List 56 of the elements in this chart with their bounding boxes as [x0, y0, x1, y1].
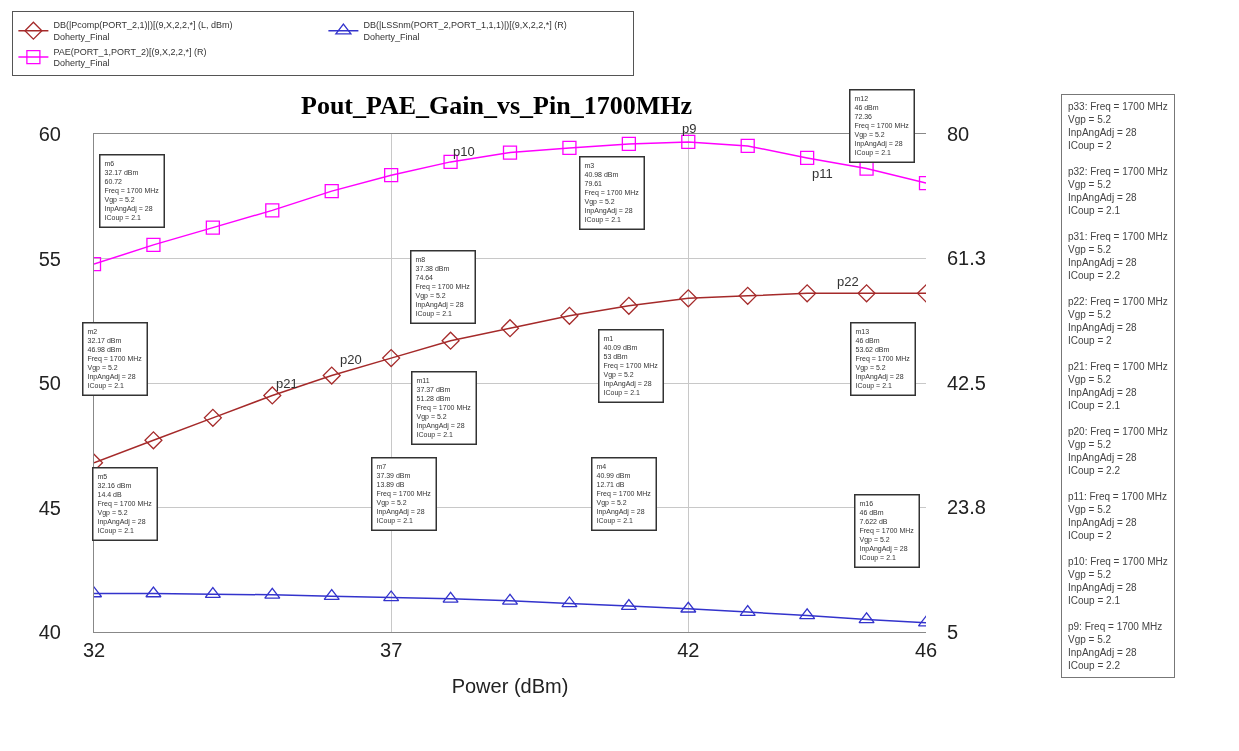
legend-label: DB(|LSSnm(PORT_2,PORT_1,1,1)|)[(9,X,2,2,*] (R) Doherty_Final [363, 20, 567, 43]
y-tick-label: 40 [38, 621, 61, 643]
point [562, 140, 577, 156]
y-tick-label: 60 [38, 123, 61, 145]
legend-label: DB(|Pcomp(PORT_2,1)|)[(9,X,2,2,*] (L, dBm) Doherty_Final [53, 20, 233, 43]
x-tick-label: 46 [914, 639, 938, 661]
point [322, 366, 341, 385]
point [858, 612, 875, 624]
point [857, 284, 876, 303]
point [383, 168, 399, 183]
point [323, 588, 340, 601]
annotation: p20 [340, 352, 362, 367]
x-tick-label: 32 [82, 639, 106, 661]
y-tick-label: 50 [38, 372, 61, 394]
y2-tick-label: 61.3 [947, 247, 986, 270]
point [145, 586, 162, 598]
point [144, 431, 163, 450]
point [502, 145, 518, 160]
y-tick-label: 45 [38, 496, 61, 519]
x-axis-title: Power (dBm) [451, 674, 569, 697]
point [265, 203, 280, 218]
point [500, 319, 520, 338]
chart-title: Pout_PAE_Gain_vs_Pin_1700MHz [301, 91, 692, 121]
point [203, 408, 222, 427]
point [560, 306, 579, 325]
point [146, 237, 161, 253]
point [679, 289, 698, 308]
point [324, 183, 339, 199]
y-tick-label: 55 [38, 247, 61, 270]
point [264, 587, 281, 599]
x-tick-label: 37 [380, 639, 403, 661]
point [382, 349, 401, 368]
point [619, 296, 638, 315]
point [738, 286, 757, 305]
annotation: p21 [276, 376, 298, 391]
point [739, 604, 756, 616]
y2-tick-label: 80 [947, 123, 970, 145]
point [740, 138, 755, 154]
text: p33: Freq = 1700 MHz Vgp = 5.2 InpAngAdj = 28 ICoup = 2 p32: Freq = 1700 MHz Vgp = 5.2 InpAngAdj = 28 ICoup = 2.1 p31: Freq = 1700 MHz Vgp = 5.2 InpAngAdj = 28 ICoup = 2.2 p22: Freq = 1700 MHz Vgp = 5.2 InpAngAdj = 28 ICoup = 2 p21: Freq = 1700 MHz Vgp = 5.2 InpAngAdj = 28 ICoup = 2.1 p20: Freq = 1700 MHz Vgp = 5.2 InpAngAdj = 28 ICoup = 2.2 p11: Freq = 1700 MHz Vgp = 5.2 InpAngAdj = 28 ICoup = 2 p10: Freq = 1700 MHz Vgp = 5.2 InpAngAdj = 28 ICoup = 2.1 p9: Freq = 1700 MHz Vgp = 5.2 InpAngAdj = 28 ICoup = 2.2 [1068, 101, 1168, 671]
annotation: p9 [682, 121, 697, 136]
x-tick-label: 42 [677, 639, 700, 661]
annotation: p10 [453, 144, 475, 159]
point [561, 596, 578, 608]
point [442, 591, 459, 603]
point [799, 150, 815, 166]
annotation: p22 [837, 274, 859, 289]
point [205, 220, 221, 235]
y2-tick-label: 23.8 [947, 496, 986, 519]
point [798, 284, 817, 303]
legend-label: PAE(PORT_1,PORT_2)[(9,X,2,2,*] (R) Doherty_Final [53, 46, 207, 69]
point [621, 136, 637, 152]
annotation: p11 [812, 166, 833, 181]
point [441, 331, 460, 350]
y2-tick-label: 5 [947, 621, 959, 643]
y2-tick-label: 42.5 [947, 372, 986, 394]
point [680, 601, 697, 613]
